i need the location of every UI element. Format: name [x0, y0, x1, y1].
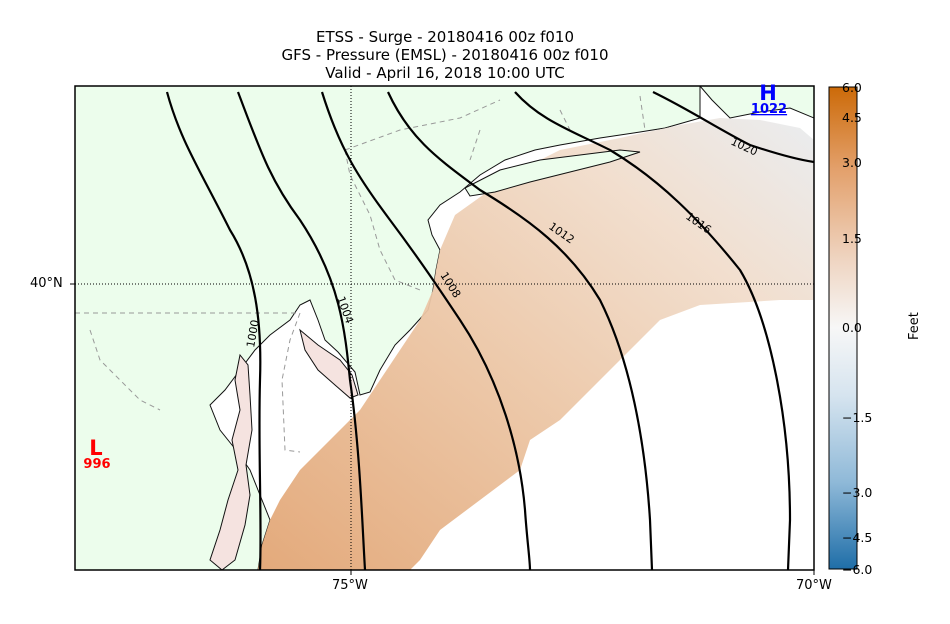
- colorbar-tick-3.0: 3.0: [842, 155, 862, 170]
- low-pressure-symbol: L: [89, 436, 102, 460]
- x-tick-label-75w: 75°W: [332, 578, 368, 593]
- isobar-1012: [387, 91, 654, 570]
- isobar-1016: [514, 91, 792, 570]
- title-line-1: ETSS - Surge - 20180416 00z f010: [315, 28, 575, 46]
- colorbar-tick-4.5: 4.5: [842, 110, 862, 125]
- colorbar-body: [829, 87, 837, 569]
- map-frame: [74, 85, 815, 571]
- colorbar: [829, 87, 857, 569]
- colorbar-tick-0.0: 0.0: [842, 320, 862, 335]
- surge-shading: [258, 118, 814, 570]
- isobar-label-1000: 1000: [244, 319, 262, 349]
- long-island: [464, 149, 641, 197]
- colorbar-tick-6.0: 6.0: [842, 80, 862, 95]
- colorbar-full: [828, 86, 858, 570]
- colorbar-label: Feet: [907, 312, 922, 340]
- isobars: [165, 91, 814, 570]
- colorbar-tick-neg1.5: −1.5: [842, 410, 873, 425]
- state-boundaries: [75, 95, 646, 453]
- isobar-1000: [165, 91, 262, 570]
- colorbar-tick-neg6.0: −6.0: [842, 562, 873, 577]
- colorbar-tick-neg3.0: −3.0: [842, 485, 873, 500]
- low-pressure-value: 996: [83, 457, 110, 472]
- title-line-3: Valid - April 16, 2018 10:00 UTC: [325, 64, 565, 82]
- chesapeake-bay: [209, 353, 253, 570]
- high-pressure-value: 1022: [751, 102, 787, 117]
- colorbar-tick-neg4.5: −4.5: [842, 530, 873, 545]
- colorbar-tick-1.5: 1.5: [842, 231, 862, 246]
- isobar-1004: [236, 91, 367, 570]
- title-line-2: GFS - Pressure (EMSL) - 20180416 00z f01…: [281, 46, 609, 64]
- y-tick-label-40n: 40°N: [30, 276, 63, 291]
- isobar-1020: [652, 91, 814, 164]
- delaware-bay: [299, 328, 359, 399]
- isobar-1008: [320, 91, 532, 570]
- x-tick-label-70w: 70°W: [796, 578, 832, 593]
- high-pressure-symbol: H: [759, 81, 777, 105]
